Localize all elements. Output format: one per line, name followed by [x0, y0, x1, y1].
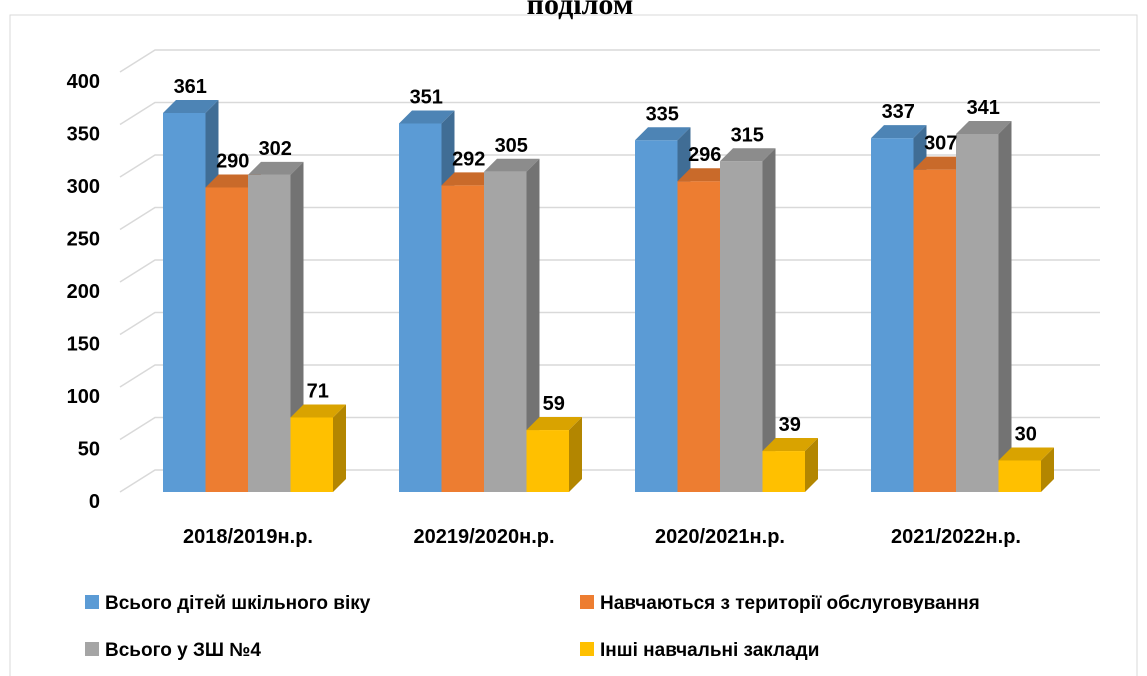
data-label: 335	[646, 103, 679, 125]
bar-side	[333, 404, 346, 492]
grid-line	[119, 416, 1100, 441]
bar-side	[998, 120, 1012, 492]
chart-title: поділом	[527, 0, 634, 21]
legend-swatch	[85, 642, 99, 656]
bar-top	[526, 417, 582, 431]
legend-label: Всього у ЗШ №4	[105, 640, 261, 661]
legend-label: Навчаються з території обслуговування	[600, 593, 980, 614]
y-tick-label: 200	[67, 281, 100, 303]
grid-line	[119, 364, 1100, 388]
data-label: 337	[882, 101, 915, 123]
bar-front	[762, 451, 805, 492]
bar-top	[913, 156, 969, 170]
bar-top	[720, 148, 776, 162]
y-tick-label: 0	[89, 491, 100, 513]
y-tick-label: 100	[67, 386, 100, 408]
bar-front	[720, 161, 763, 492]
x-tick-label: 2020/2021н.р.	[655, 526, 785, 548]
bar-front	[205, 187, 248, 492]
bar-top	[677, 168, 733, 182]
bar-top	[441, 172, 497, 186]
bar-top	[205, 174, 261, 188]
data-label: 341	[967, 97, 1000, 119]
bar-side	[762, 148, 776, 492]
legend-label: Інші навчальні заклади	[600, 640, 819, 661]
bar-front	[998, 460, 1041, 492]
legend-label: Всього дітей шкільного віку	[105, 593, 371, 614]
data-label: 351	[410, 86, 443, 108]
bar-top	[290, 404, 346, 418]
grid-line	[119, 259, 1100, 283]
legend-swatch	[580, 595, 594, 609]
data-label: 292	[452, 148, 485, 170]
bar-top	[248, 161, 304, 175]
grid-line	[119, 154, 1100, 178]
data-label: 305	[495, 135, 528, 157]
bar-top	[635, 127, 691, 141]
bar-front	[526, 430, 569, 492]
y-tick-label: 400	[67, 71, 100, 93]
bar-top	[998, 447, 1054, 461]
y-tick-label: 150	[67, 334, 100, 356]
grid-line	[119, 311, 1100, 336]
bar-side	[526, 158, 540, 492]
bar-front	[956, 133, 999, 492]
bar-front	[484, 171, 527, 492]
data-label: 307	[924, 133, 957, 155]
bar-front	[290, 417, 333, 492]
grid-line	[119, 206, 1100, 231]
x-tick-label: 2021/2022н.р.	[891, 526, 1021, 548]
y-tick-label: 300	[67, 176, 100, 198]
bar-front	[163, 112, 206, 492]
legend-swatch	[580, 642, 594, 656]
grid-line	[119, 49, 1100, 73]
bar-front	[635, 140, 678, 492]
data-label: 315	[731, 124, 764, 146]
bar-top	[871, 125, 927, 139]
bar-front	[399, 123, 442, 492]
data-label: 71	[307, 380, 329, 402]
grid-line	[119, 101, 1100, 126]
bar-side	[569, 417, 582, 492]
y-tick-label: 50	[78, 439, 100, 461]
bar-side	[1041, 447, 1054, 492]
data-label: 59	[543, 393, 565, 415]
x-tick-label: 20219/2020н.р.	[413, 526, 554, 548]
bar-top	[956, 120, 1012, 134]
data-label: 361	[174, 76, 207, 98]
bar-front	[248, 174, 291, 492]
bar-side	[805, 438, 818, 492]
bar-top	[163, 99, 219, 113]
bar-top	[762, 438, 818, 452]
bar-front	[913, 169, 956, 492]
bar-top	[484, 158, 540, 172]
y-tick-label: 250	[67, 229, 100, 251]
data-label: 296	[688, 144, 721, 166]
legend-swatch	[85, 595, 99, 609]
bar-front	[871, 138, 914, 492]
data-label: 30	[1015, 424, 1037, 446]
data-label: 302	[259, 138, 292, 160]
y-tick-label: 350	[67, 124, 100, 146]
bar-front	[677, 181, 720, 492]
bar-front	[441, 185, 484, 492]
bar-top	[399, 110, 455, 124]
data-label: 39	[779, 414, 801, 436]
x-tick-label: 2018/2019н.р.	[183, 526, 313, 548]
data-label: 290	[216, 151, 249, 173]
